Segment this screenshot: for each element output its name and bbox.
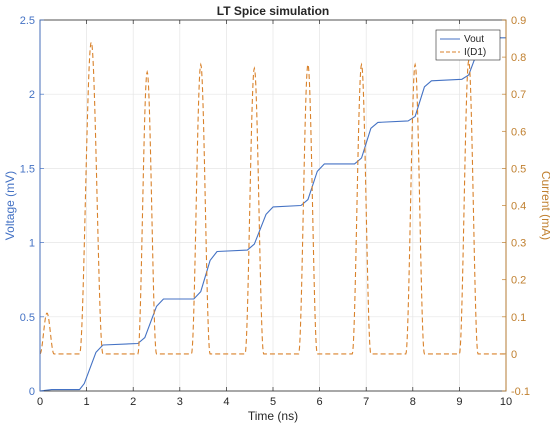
y-right-tick-label: 0.5 xyxy=(511,163,526,175)
y-right-tick-label: 0.8 xyxy=(511,52,526,64)
legend: Vout I(D1) xyxy=(435,29,501,61)
x-tick-label: 8 xyxy=(410,396,416,408)
x-tick-label: 5 xyxy=(270,396,276,408)
x-tick-label: 9 xyxy=(456,396,462,408)
x-tick-label: 3 xyxy=(177,396,183,408)
y-right-tick-label: 0.4 xyxy=(511,201,526,213)
x-tick-label: 2 xyxy=(130,396,136,408)
tick-layer: 0 1 2 3 4 5 6 7 8 9 10 0 0.5 1 1.5 2 2.5 -0.1 0 0.1 0.2 0.3 0.… xyxy=(20,15,530,408)
y-left-tick-label: 1 xyxy=(29,238,35,250)
x-tick-label: 10 xyxy=(500,396,512,408)
y-left-tick-label: 1.5 xyxy=(20,163,35,175)
y-right-tick-label: 0.2 xyxy=(511,275,526,287)
series-line-vout xyxy=(39,37,506,392)
y-right-tick-label: 0 xyxy=(511,349,517,361)
y-right-tick-label: 0.6 xyxy=(511,126,526,138)
y-right-tick-label: 0.3 xyxy=(511,238,526,250)
y-right-tick-label: 0.1 xyxy=(511,312,526,324)
y-right-tick-label: -0.1 xyxy=(511,386,530,398)
x-axis-title: Time (ns) xyxy=(248,409,298,423)
x-tick-label: 1 xyxy=(84,396,90,408)
series-layer xyxy=(39,37,506,392)
legend-label-id1: I(D1) xyxy=(464,47,486,58)
series-line-id1 xyxy=(39,40,506,355)
y-right-tick-label: 0.7 xyxy=(511,89,526,101)
x-tick-label: 4 xyxy=(223,396,229,408)
legend-box xyxy=(435,29,501,61)
y-right-tick-label: 0.9 xyxy=(511,15,526,27)
y-axis-left-title: Voltage (mV) xyxy=(3,171,17,240)
legend-label-vout: Vout xyxy=(464,34,484,45)
x-tick-label: 0 xyxy=(37,396,43,408)
y-left-tick-label: 2.5 xyxy=(20,15,35,27)
y-axis-right-title: Current (mA) xyxy=(539,171,550,240)
grid-lines xyxy=(40,20,506,391)
chart-title: LT Spice simulation xyxy=(217,4,329,18)
y-left-tick-label: 0 xyxy=(29,386,35,398)
x-tick-label: 6 xyxy=(317,396,323,408)
y-left-tick-label: 2 xyxy=(29,89,35,101)
y-left-tick-label: 0.5 xyxy=(20,312,35,324)
x-tick-label: 7 xyxy=(363,396,369,408)
